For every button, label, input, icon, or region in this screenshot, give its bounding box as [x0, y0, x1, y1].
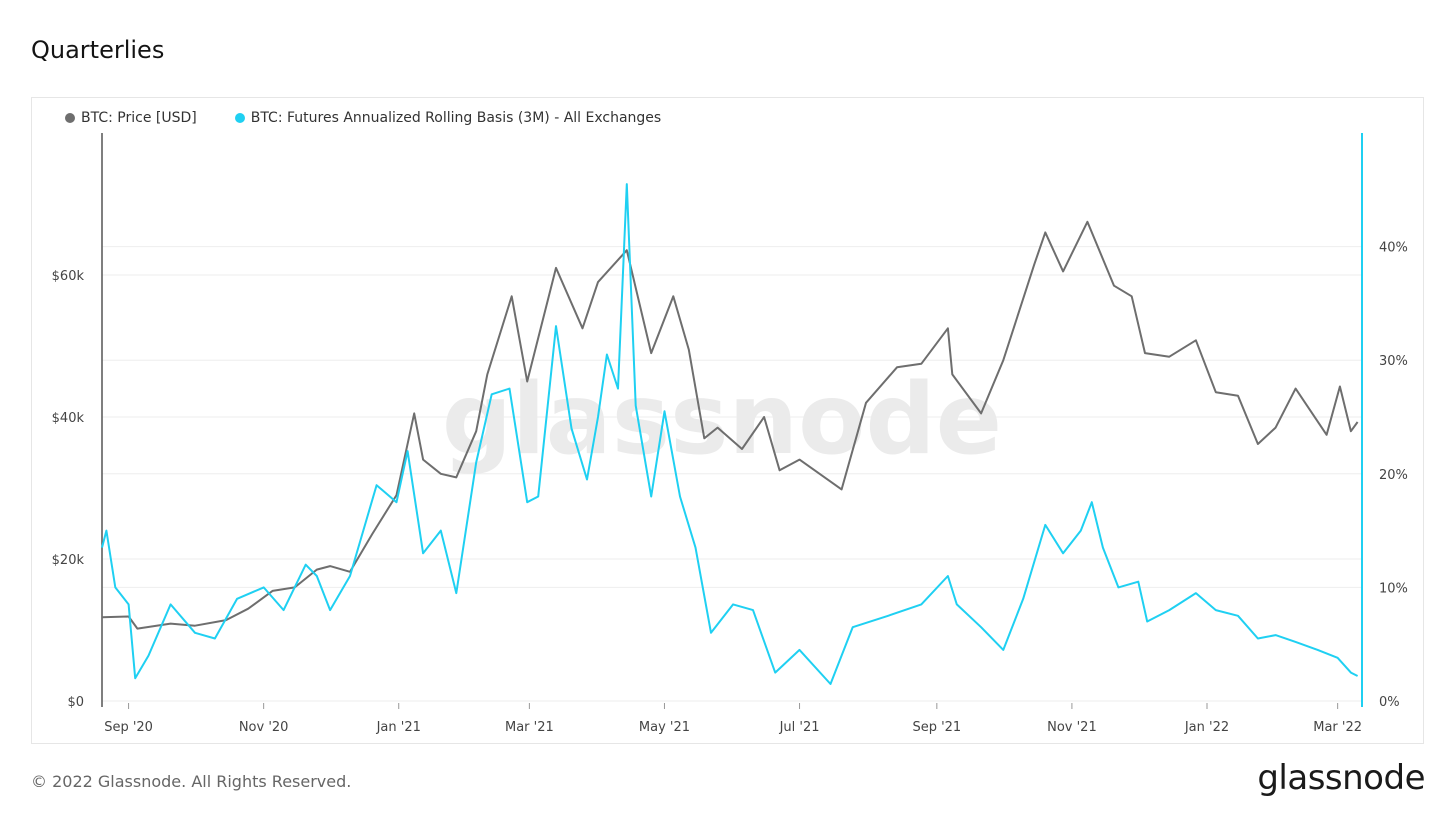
legend-dot-price — [65, 113, 75, 123]
x-tick-label: Jan '22 — [1184, 720, 1229, 735]
x-tick-label: Sep '20 — [104, 720, 153, 735]
watermark: glassnode — [442, 363, 1002, 477]
y-left-tick-label: $0 — [67, 695, 84, 710]
axis-layer — [101, 133, 1363, 707]
x-tick-label: May '21 — [639, 720, 690, 735]
y-right-tick-label: 40% — [1379, 241, 1408, 256]
legend-label-basis: BTC: Futures Annualized Rolling Basis (3… — [250, 110, 662, 126]
y-left-tick-label: $60k — [52, 269, 85, 284]
chart-card: BTC: Price [USD] BTC: Futures Annualized… — [31, 97, 1424, 744]
x-tick-label: Sep '21 — [912, 720, 961, 735]
x-tick-label: Mar '21 — [505, 720, 554, 735]
y-right-tick-label: 30% — [1379, 354, 1408, 369]
legend-dot-basis — [234, 113, 245, 123]
y-left-tick-label: $20k — [52, 553, 85, 568]
chart-legend: BTC: Price [USD] BTC: Futures Annualized… — [65, 110, 661, 126]
series-layer — [101, 183, 1359, 685]
legend-label-price: BTC: Price [USD] — [81, 110, 197, 126]
footer-copyright: © 2022 Glassnode. All Rights Reserved. — [31, 772, 352, 791]
y-right-tick-label: 0% — [1379, 695, 1400, 710]
tick-layer: $0 $20k $40k $60k 0% 10% 20% 30% 40% Sep '20 Nov '… — [52, 241, 1408, 735]
series-line-basis — [101, 183, 1359, 685]
chart-plot[interactable]: glassnode $0 $20k $40k $60k 0% 10% 20% 30% 40% Se… — [32, 98, 1423, 743]
x-tick-label: Nov '20 — [239, 720, 289, 735]
x-tick-label: Jan '21 — [376, 720, 421, 735]
legend-item-basis[interactable]: BTC: Futures Annualized Rolling Basis (3… — [234, 110, 662, 126]
x-tick-label: Mar '22 — [1313, 720, 1362, 735]
grid-layer — [102, 246, 1362, 702]
series-line-price — [101, 220, 1359, 630]
legend-item-price[interactable]: BTC: Price [USD] — [65, 110, 197, 126]
y-right-tick-label: 20% — [1379, 468, 1408, 483]
glassnode-logo[interactable]: glassnode — [1257, 758, 1425, 798]
x-tick-label: Nov '21 — [1047, 720, 1097, 735]
y-right-tick-label: 10% — [1379, 581, 1408, 596]
x-tick-label: Jul '21 — [779, 720, 820, 735]
page-title: Quarterlies — [31, 36, 165, 64]
y-left-tick-label: $40k — [52, 411, 85, 426]
